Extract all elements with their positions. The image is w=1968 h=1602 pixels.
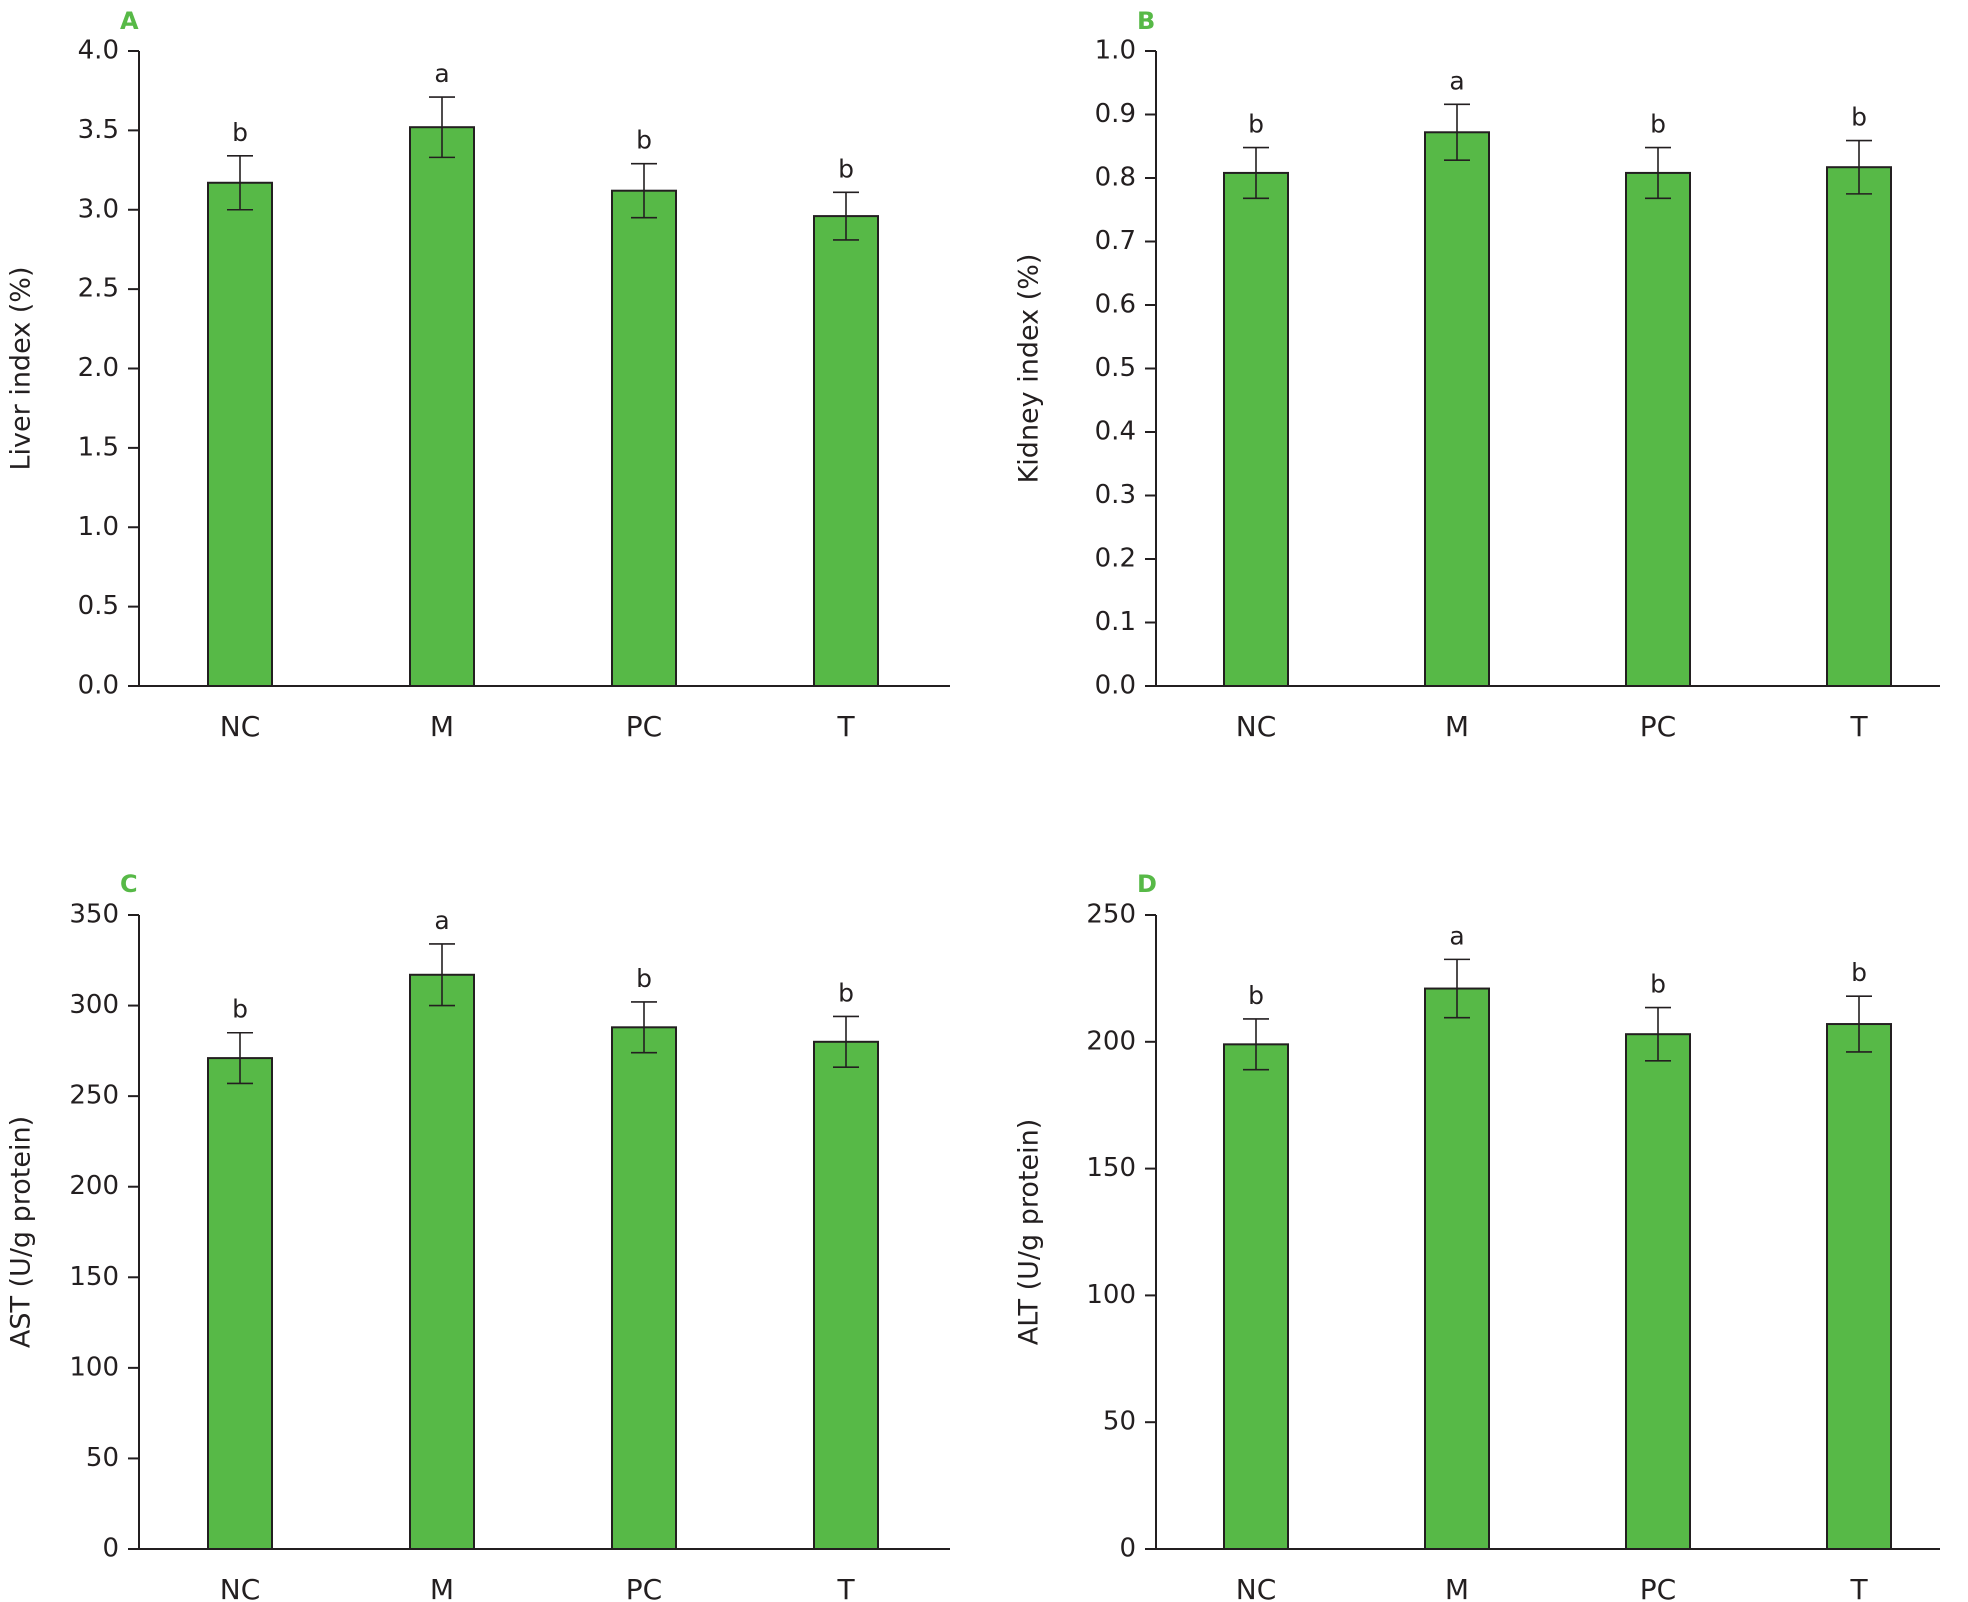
y-tick-label: 0.5	[1095, 353, 1136, 383]
y-tick-label: 2.5	[78, 274, 119, 304]
significance-label: b	[838, 978, 854, 1007]
significance-label: a	[434, 59, 449, 88]
significance-label: a	[434, 906, 449, 935]
bar	[611, 1026, 677, 1550]
y-tick-label: 0.0	[1095, 671, 1136, 701]
y-tick-label: 0.0	[78, 671, 119, 701]
y-tick-label: 0.9	[1095, 99, 1136, 129]
significance-label: b	[1851, 103, 1867, 132]
chart-panel-b: B 0.0 0.1 0.2 0.3 0.4 0.5 0.6 0.7 0.8 0.9 1.0 Kidney…	[1014, 7, 1940, 743]
y-axis-title: AST (U/g protein)	[6, 1116, 37, 1348]
significance-label: b	[1248, 110, 1264, 139]
y-tick-label: 3.5	[78, 115, 119, 145]
x-category-label: M	[1445, 1573, 1469, 1602]
chart-panel-a: A 0.0 0.5 1.0 1.5 2.0 2.5 3.0 3.5 4.0 Liver index …	[6, 7, 950, 743]
y-tick-label: 0	[1119, 1534, 1136, 1564]
bar	[1424, 987, 1490, 1550]
y-axis-title: Liver index (%)	[6, 267, 37, 471]
y-tick-label: 0.2	[1095, 544, 1136, 574]
panel-letter: B	[1137, 7, 1155, 35]
x-category-label: M	[1445, 710, 1469, 743]
bar	[409, 973, 475, 1550]
panel-letter: D	[1137, 870, 1157, 898]
significance-label: a	[1449, 66, 1464, 95]
x-category-label: M	[430, 1573, 454, 1602]
significance-label: b	[636, 126, 652, 155]
x-category-label: PC	[1640, 1573, 1676, 1602]
y-tick-label: 2.0	[78, 353, 119, 383]
chart-panel-d: D 0 50 100 150 200 250 ALT (U/g protein) b NC a Mb P…	[1014, 870, 1940, 1602]
x-category-label: T	[836, 1573, 855, 1602]
bar	[1826, 1023, 1892, 1550]
significance-label: b	[232, 118, 248, 147]
significance-label: b	[838, 154, 854, 183]
y-tick-label: 0.8	[1095, 163, 1136, 193]
chart-panel-c: C 0 50 100 150 200 250 300 350 AST (U/g protein) b…	[6, 870, 950, 1602]
significance-label: a	[1449, 921, 1464, 950]
significance-label: b	[1248, 981, 1264, 1010]
y-tick-label: 4.0	[78, 36, 119, 66]
y-tick-label: 100	[69, 1352, 119, 1382]
y-tick-label: 0.3	[1095, 480, 1136, 510]
bar	[207, 1057, 273, 1551]
bar	[1223, 1043, 1289, 1551]
x-category-label: PC	[626, 710, 662, 743]
significance-label: b	[636, 964, 652, 993]
bar	[1826, 166, 1892, 687]
y-tick-label: 200	[69, 1171, 119, 1201]
y-tick-label: 1.5	[78, 432, 119, 462]
y-tick-label: 1.0	[78, 512, 119, 542]
y-tick-label: 250	[69, 1081, 119, 1111]
y-axis-title: ALT (U/g protein)	[1014, 1119, 1045, 1346]
x-category-label: NC	[1236, 1573, 1277, 1602]
x-category-label: T	[1849, 710, 1868, 743]
bar	[1424, 131, 1490, 687]
y-tick-label: 50	[86, 1443, 119, 1473]
y-axis-title: Kidney index (%)	[1014, 254, 1045, 484]
x-category-label: NC	[1236, 710, 1277, 743]
x-category-label: T	[1849, 1573, 1868, 1602]
bar	[813, 1040, 879, 1551]
bar	[813, 215, 879, 687]
y-tick-label: 0.1	[1095, 607, 1136, 637]
y-tick-label: 1.0	[1095, 36, 1136, 66]
bar	[1625, 1033, 1691, 1550]
x-category-label: M	[430, 710, 454, 743]
x-category-label: PC	[1640, 710, 1676, 743]
significance-label: b	[1650, 110, 1666, 139]
significance-label: b	[1650, 970, 1666, 999]
y-tick-label: 150	[69, 1262, 119, 1292]
panel-letter: C	[120, 870, 138, 898]
y-tick-label: 0.4	[1095, 417, 1136, 447]
y-tick-label: 100	[1086, 1280, 1136, 1310]
x-category-label: PC	[626, 1573, 662, 1602]
significance-label: b	[232, 995, 248, 1024]
y-tick-label: 250	[1086, 900, 1136, 930]
x-category-label: NC	[220, 710, 261, 743]
bar	[611, 189, 677, 687]
y-tick-label: 0.5	[78, 591, 119, 621]
y-tick-label: 0.7	[1095, 226, 1136, 256]
x-category-label: T	[836, 710, 855, 743]
bar	[207, 181, 273, 687]
x-category-label: NC	[220, 1573, 261, 1602]
significance-label: b	[1851, 958, 1867, 987]
y-tick-label: 150	[1086, 1153, 1136, 1183]
y-tick-label: 3.0	[78, 194, 119, 224]
bar	[1625, 171, 1691, 688]
y-tick-label: 0.6	[1095, 290, 1136, 320]
bar	[409, 126, 475, 687]
y-tick-label: 300	[69, 990, 119, 1020]
y-tick-label: 200	[1086, 1026, 1136, 1056]
bar	[1223, 171, 1289, 688]
y-tick-label: 350	[69, 900, 119, 930]
panel-letter: A	[120, 7, 139, 35]
y-tick-label: 50	[1103, 1407, 1136, 1437]
y-tick-label: 0	[102, 1534, 119, 1564]
